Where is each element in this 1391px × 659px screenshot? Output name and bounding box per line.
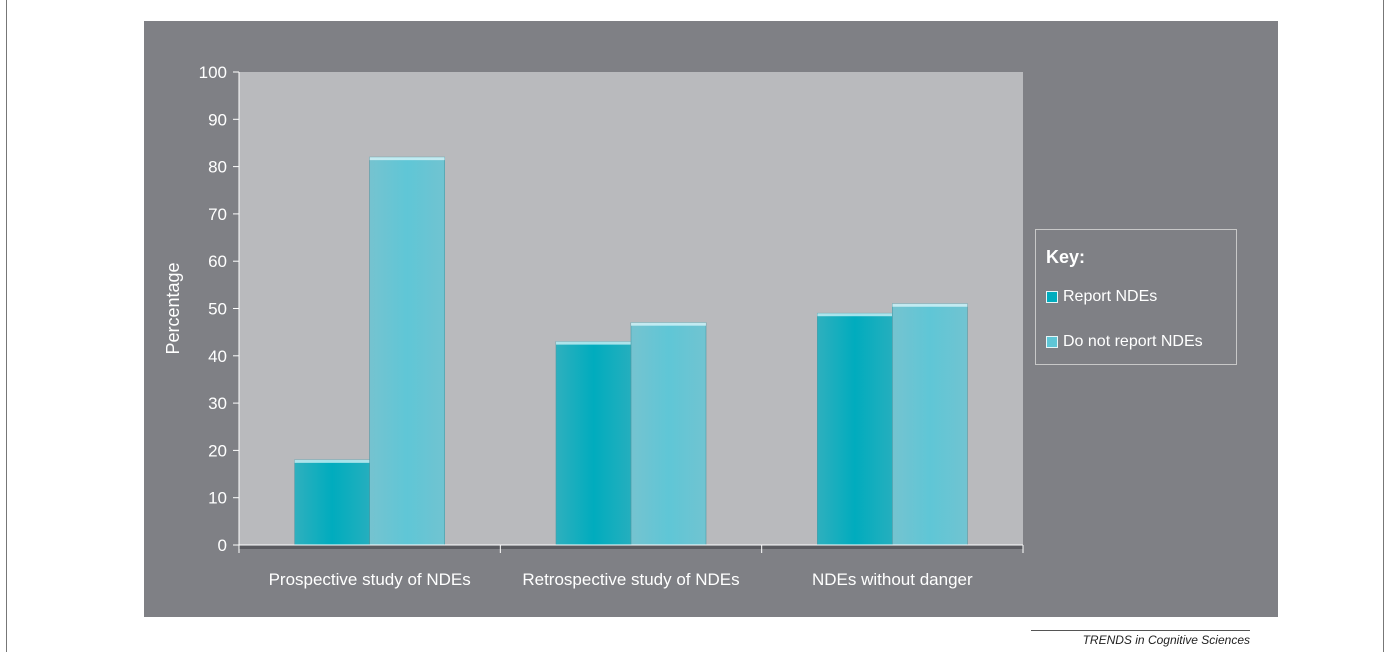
- legend-swatch-report: [1046, 291, 1058, 303]
- y-tick-label: 50: [208, 300, 227, 319]
- x-tick-label: Retrospective study of NDEs: [522, 570, 739, 589]
- y-tick-label: 80: [208, 158, 227, 177]
- y-tick-label: 60: [208, 252, 227, 271]
- y-tick-label: 20: [208, 441, 227, 460]
- figure-frame: [6, 0, 1384, 652]
- bar: [555, 341, 632, 546]
- y-tick-label: 40: [208, 347, 227, 366]
- bar: [630, 322, 707, 546]
- legend-item-not-report: Do not report NDEs: [1046, 333, 1203, 351]
- y-tick-label: 70: [208, 205, 227, 224]
- legend-item-report: Report NDEs: [1046, 288, 1157, 306]
- y-tick-label: 90: [208, 110, 227, 129]
- bar: [369, 156, 445, 546]
- bar: [294, 459, 370, 546]
- legend-title: Key:: [1046, 247, 1086, 267]
- bar: [892, 303, 968, 546]
- y-tick-label: 100: [199, 63, 227, 82]
- x-tick-label: Prospective study of NDEs: [269, 570, 471, 589]
- bar-highlight: [817, 313, 893, 317]
- chart-legend: Key: Report NDEs Do not report NDEs: [1035, 229, 1237, 365]
- y-tick-label: 10: [208, 489, 227, 508]
- bar-highlight: [294, 459, 370, 463]
- journal-credit: TRENDS in Cognitive Sciences: [1031, 630, 1250, 647]
- bar-highlight: [892, 303, 968, 307]
- y-axis-title: Percentage: [163, 262, 183, 354]
- y-tick-label: 30: [208, 394, 227, 413]
- bar: [817, 312, 893, 546]
- x-tick-label: NDEs without danger: [812, 570, 973, 589]
- y-tick-label: 0: [218, 536, 227, 555]
- bar-highlight: [631, 322, 706, 326]
- x-axis-floor: [239, 545, 1023, 549]
- legend-label-report: Report NDEs: [1063, 288, 1158, 305]
- legend-label-not-report: Do not report NDEs: [1063, 333, 1203, 350]
- bar-highlight: [556, 341, 631, 345]
- bar-highlight: [369, 157, 445, 161]
- legend-swatch-not-report: [1046, 336, 1058, 348]
